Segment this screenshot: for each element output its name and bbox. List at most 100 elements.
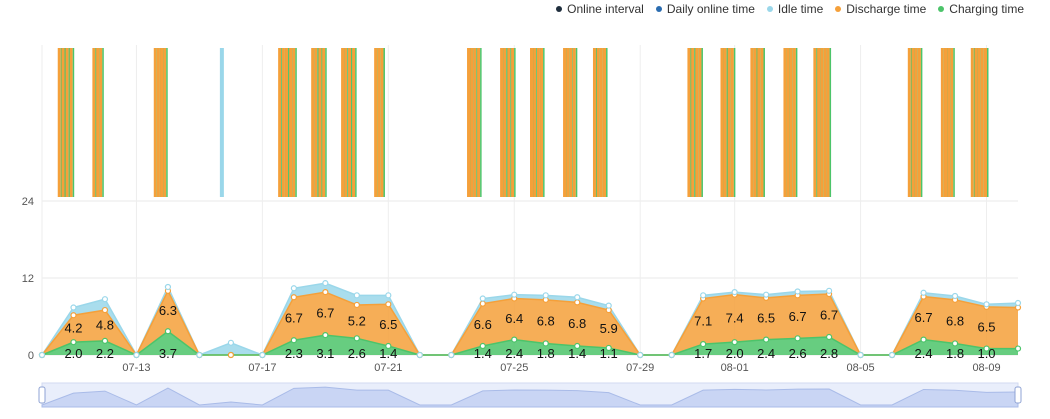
charging-area-line <box>41 330 1018 356</box>
charging-value-label: 1.8 <box>537 346 555 361</box>
online-interval-bar <box>295 48 297 197</box>
online-interval-bar <box>730 48 734 197</box>
discharge-value-label: 6.5 <box>757 311 775 326</box>
discharge-value-label: 6.4 <box>505 311 523 326</box>
zoom-handle-left[interactable] <box>38 386 46 404</box>
online-interval-bar <box>606 48 608 197</box>
charging-point <box>385 342 392 350</box>
zoom-handle-right[interactable] <box>1014 386 1022 404</box>
charging-value-label: 1.8 <box>946 346 964 361</box>
discharge-value-label: 6.7 <box>285 311 303 326</box>
charging-point <box>542 340 549 347</box>
online-interval-bar <box>543 48 545 197</box>
online-interval-bar <box>753 48 757 197</box>
discharge-point <box>479 300 486 307</box>
online-interval-bar <box>823 48 827 197</box>
idle-point <box>825 287 833 294</box>
charging-value-label: 2.4 <box>757 346 775 361</box>
x-tick-label: 07-29 <box>626 362 654 374</box>
discharge-point <box>353 301 360 309</box>
online-interval-bar <box>536 48 540 197</box>
online-interval-bar <box>970 48 974 197</box>
legend-item[interactable]: Charging time <box>938 2 1024 16</box>
online-interval-bar <box>687 48 691 197</box>
idle-point <box>164 283 172 291</box>
x-tick-label: 07-25 <box>500 362 528 374</box>
online-interval-bar <box>795 48 798 197</box>
legend-item[interactable]: Idle time <box>766 2 823 16</box>
discharge-value-label: 6.8 <box>946 314 964 329</box>
idle-point <box>888 351 896 359</box>
discharge-point <box>385 301 392 308</box>
legend-label: Discharge time <box>846 2 927 16</box>
online-interval-bar <box>351 48 353 197</box>
idle-point <box>983 301 990 308</box>
online-interval-bar <box>467 48 471 197</box>
idle-point <box>227 339 235 346</box>
legend-item[interactable]: Discharge time <box>835 2 926 16</box>
online-interval-bar <box>60 48 63 197</box>
idle-point <box>385 292 392 299</box>
charging-value-label: 2.0 <box>64 346 82 361</box>
discharge-point <box>227 351 235 359</box>
online-interval-bar <box>500 48 504 197</box>
online-interval-bar <box>817 48 821 197</box>
x-tick-label: 08-09 <box>972 362 1000 374</box>
online-interval-bar <box>569 48 573 197</box>
online-interval-bar <box>219 48 224 197</box>
online-interval-bar <box>503 48 507 197</box>
online-interval-bar <box>750 48 754 197</box>
charging-value-label: 3.1 <box>316 346 334 361</box>
online-interval-bar <box>156 48 160 197</box>
online-interval-bar <box>953 48 955 197</box>
online-interval-bar <box>383 48 385 197</box>
online-interval-bar <box>910 48 913 197</box>
online-interval-bar <box>813 48 817 197</box>
charging-point <box>574 342 581 350</box>
idle-point <box>416 351 423 359</box>
online-interval-bar <box>694 48 696 197</box>
online-interval-bar <box>533 48 537 197</box>
discharge-value-label: 6.7 <box>915 310 933 325</box>
online-interval-bar <box>720 48 724 197</box>
zoom-slider-preview <box>41 386 1019 408</box>
online-interval-bar <box>348 48 352 197</box>
online-interval-bar <box>61 48 65 197</box>
online-interval-bar <box>95 48 97 197</box>
legend-label: Charging time <box>949 2 1024 16</box>
charging-point <box>290 337 297 344</box>
online-interval-bar <box>691 48 695 197</box>
idle-point <box>259 351 266 359</box>
online-interval-bar <box>281 48 285 197</box>
charging-point <box>353 335 360 342</box>
online-interval-bar <box>763 48 765 197</box>
y-tick-label: 0 <box>28 350 34 362</box>
idle-point <box>290 285 297 292</box>
charging-value-label: 2.0 <box>726 346 744 361</box>
online-interval-bar <box>756 48 759 197</box>
legend-item[interactable]: Online interval <box>556 2 644 16</box>
charging-point <box>731 339 738 346</box>
charging-value-label: 2.6 <box>789 346 807 361</box>
legend-item[interactable]: Daily online time <box>655 2 755 16</box>
online-interval-bar <box>166 48 168 197</box>
idle-point <box>196 351 203 359</box>
online-interval-bar <box>760 48 764 197</box>
charging-point <box>951 340 959 347</box>
charging-value-label: 1.4 <box>379 346 397 361</box>
online-interval-bar <box>377 48 381 197</box>
discharge-point <box>290 294 297 301</box>
online-interval-bar <box>566 48 570 197</box>
idle-point <box>479 295 486 302</box>
online-interval-bar <box>530 48 533 197</box>
discharge-value-label: 6.8 <box>568 316 586 331</box>
online-interval-bar <box>278 48 282 197</box>
online-interval-bar <box>690 48 692 197</box>
idle-point <box>794 288 801 295</box>
charging-point <box>794 335 801 342</box>
idle-point <box>101 296 109 303</box>
online-interval-bar <box>727 48 731 197</box>
idle-point <box>763 291 770 298</box>
x-tick-label: 07-17 <box>248 362 276 374</box>
online-interval-bar <box>163 48 167 197</box>
